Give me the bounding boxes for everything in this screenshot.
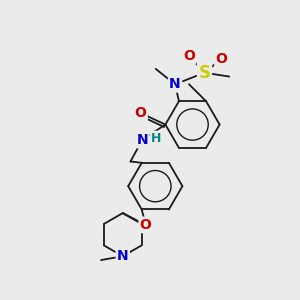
Text: S: S xyxy=(199,64,211,82)
Text: N: N xyxy=(117,249,129,263)
Text: N: N xyxy=(136,133,148,147)
Text: O: O xyxy=(216,52,227,66)
Text: O: O xyxy=(140,218,152,232)
Text: O: O xyxy=(135,106,146,120)
Text: O: O xyxy=(183,49,195,63)
Text: H: H xyxy=(151,132,161,145)
Text: N: N xyxy=(169,77,181,91)
